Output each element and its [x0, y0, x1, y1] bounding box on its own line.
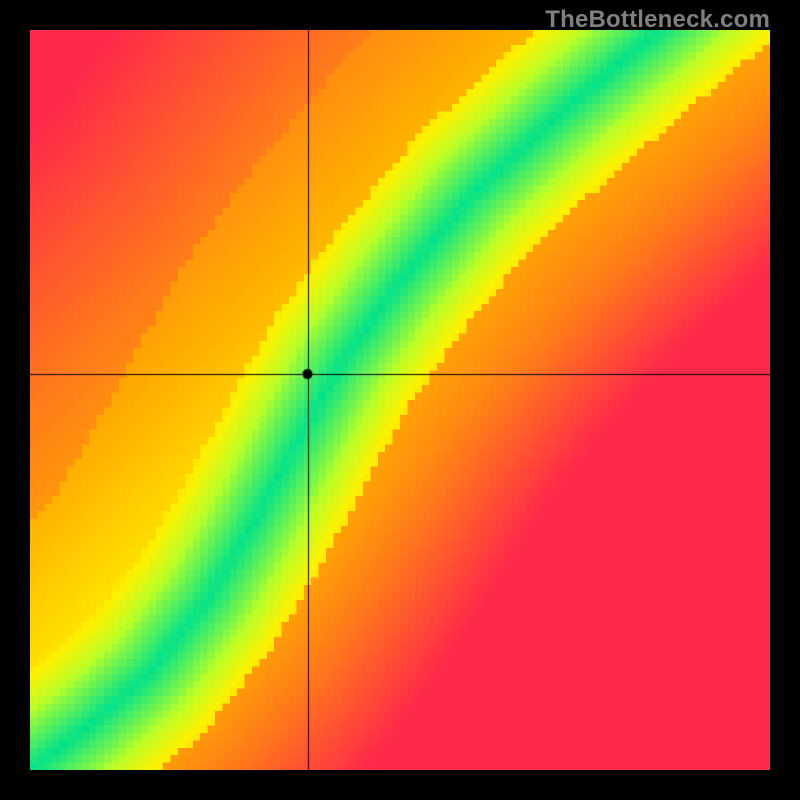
crosshair-overlay: [30, 30, 770, 770]
chart-frame: { "watermark": { "text": "TheBottleneck.…: [0, 0, 800, 800]
watermark-text: TheBottleneck.com: [545, 6, 770, 34]
